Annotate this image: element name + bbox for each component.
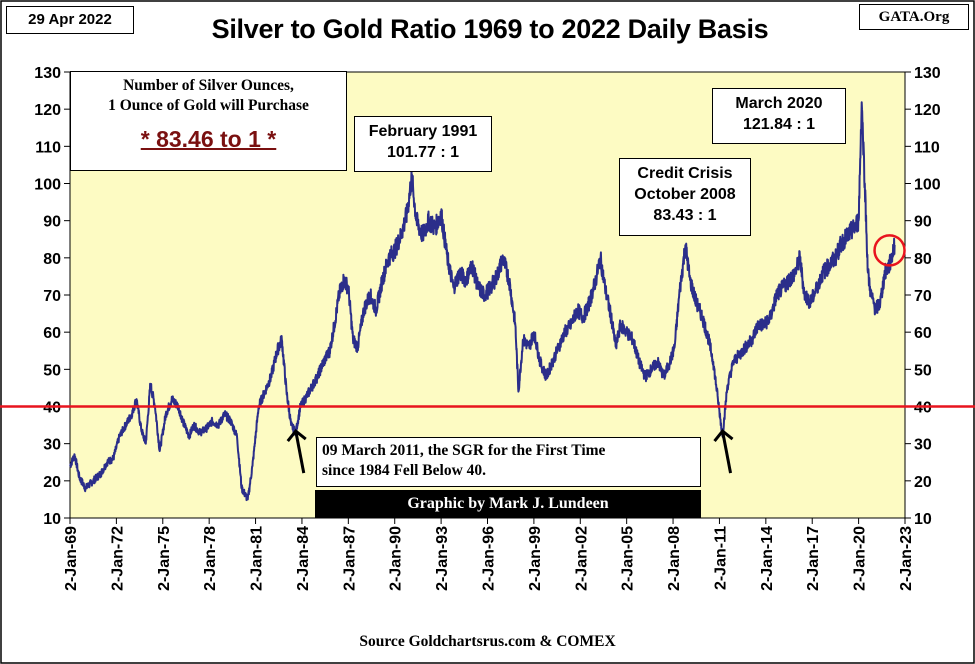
annotation-mar-2020-value: 121.84 : 1: [742, 116, 816, 133]
x-tick-label: 2-Jan-11: [712, 526, 729, 590]
y-tick-label-left: 90: [43, 214, 61, 231]
y-tick-label-left: 40: [43, 400, 61, 417]
y-tick-label-left: 50: [43, 362, 61, 379]
x-tick-label: 2-Jan-23: [898, 526, 915, 591]
x-tick-label: 2-Jan-93: [434, 526, 451, 591]
x-tick-label: 2-Jan-78: [202, 526, 219, 591]
y-tick-label-left: 80: [43, 251, 61, 268]
annotation-mar-2011-line1: 09 March 2011, the SGR for the First Tim…: [322, 442, 606, 459]
y-tick-label-right: 120: [914, 102, 941, 119]
silver-gold-ratio-series: [69, 101, 896, 502]
x-tick-label: 2-Jan-90: [388, 526, 405, 591]
x-tick-label: 2-Jan-72: [109, 526, 126, 591]
y-tick-label-left: 130: [34, 65, 61, 82]
y-tick-label-right: 90: [914, 214, 932, 231]
arrow-shaft: [721, 430, 733, 474]
credit-label: Graphic by Mark J. Lundeen: [315, 490, 701, 518]
annotation-mar-2020: March 2020 121.84 : 1: [712, 88, 846, 144]
y-tick-label-left: 100: [34, 177, 61, 194]
current-ratio-highlight-circle: [873, 234, 906, 267]
annotation-feb-1991: February 1991 101.77 : 1: [354, 116, 492, 172]
annotation-oct-2008-value: 83.43 : 1: [653, 207, 717, 224]
arrow-shaft: [294, 430, 306, 474]
annotation-mar-2011: 09 March 2011, the SGR for the First Tim…: [316, 437, 701, 487]
annotation-mar-2011-line2: since 1984 Fell Below 40.: [322, 462, 487, 479]
y-tick-label-right: 70: [914, 288, 932, 305]
y-tick-label-right: 30: [914, 437, 932, 454]
site-label: GATA.Org: [859, 4, 969, 30]
x-tick-label: 2-Jan-14: [759, 526, 776, 591]
y-tick-label-left: 10: [43, 511, 61, 528]
ratio-box-line1: Number of Silver Ounces,: [123, 77, 294, 94]
y-tick-label-left: 30: [43, 437, 61, 454]
annotation-oct-2008-title: Credit Crisis: [637, 165, 733, 182]
y-tick-label-left: 120: [34, 102, 61, 119]
x-tick-label: 2-Jan-02: [573, 526, 590, 591]
x-tick-label: 2-Jan-99: [527, 526, 544, 591]
y-tick-label-right: 80: [914, 251, 932, 268]
y-tick-label-right: 40: [914, 400, 932, 417]
y-tick-label-right: 20: [914, 474, 932, 491]
x-tick-label: 2-Jan-75: [156, 526, 173, 591]
annotation-mar-2020-title: March 2020: [735, 95, 823, 112]
x-tick-label: 2-Jan-96: [481, 526, 498, 591]
annotation-feb-1991-title: February 1991: [368, 123, 478, 140]
annotation-arrows: [286, 428, 734, 474]
source-label: Source Goldchartsrus.com & COMEX: [359, 633, 616, 650]
y-tick-label-left: 70: [43, 288, 61, 305]
arrow-head: [286, 428, 307, 443]
y-tick-label-right: 60: [914, 325, 932, 342]
x-tick-label: 2-Jan-87: [341, 526, 358, 591]
date-label: 29 Apr 2022: [6, 6, 134, 34]
y-tick-label-right: 110: [914, 139, 940, 156]
annotation-feb-1991-value: 101.77 : 1: [386, 144, 460, 161]
x-tick-label: 2-Jan-17: [805, 526, 822, 591]
x-axis: 2-Jan-69 2-Jan-72 2-Jan-75 2-Jan-78 2-Jan-81…: [63, 518, 915, 591]
x-tick-label: 2-Jan-05: [620, 526, 637, 591]
current-ratio-value: * 83.46 to 1 *: [140, 126, 277, 152]
chart-title: Silver to Gold Ratio 1969 to 2022 Daily …: [211, 14, 769, 44]
x-tick-label: 2-Jan-20: [852, 526, 869, 591]
arrow-head: [713, 428, 734, 443]
y-axis-right: 10 20 30 40 50 60 70 80 90 100 110 120 130: [905, 65, 941, 528]
x-tick-label: 2-Jan-08: [666, 526, 683, 591]
y-tick-label-right: 10: [914, 511, 932, 528]
annotation-oct-2008-date: October 2008: [634, 186, 736, 203]
y-tick-label-right: 130: [914, 65, 941, 82]
annotation-oct-2008: Credit Crisis October 2008 83.43 : 1: [619, 158, 751, 236]
x-tick-label: 2-Jan-69: [63, 526, 80, 591]
x-tick-label: 2-Jan-81: [249, 526, 266, 591]
y-tick-label-right: 100: [914, 177, 941, 194]
x-tick-label: 2-Jan-84: [295, 526, 312, 591]
y-tick-label-right: 50: [914, 362, 932, 379]
ratio-info-box: Number of Silver Ounces, 1 Ounce of Gold…: [70, 71, 347, 171]
y-tick-label-left: 110: [35, 139, 61, 156]
y-tick-label-left: 60: [43, 325, 61, 342]
y-tick-label-left: 20: [43, 474, 61, 491]
y-axis-left: 10 20 30 40 50 60 70 80 90 100 110 120 130: [34, 65, 70, 528]
ratio-box-line2: 1 Ounce of Gold will Purchase: [108, 97, 309, 114]
